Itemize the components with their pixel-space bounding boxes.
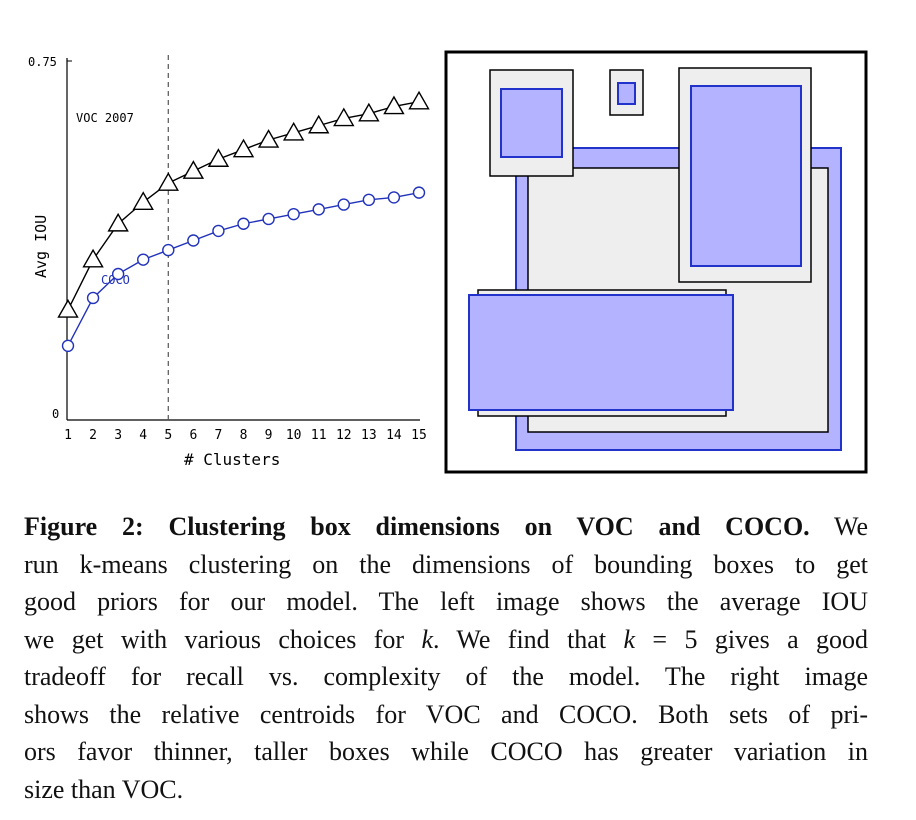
coco-point <box>262 212 275 226</box>
coco-point <box>337 198 350 211</box>
voc-point <box>383 95 405 115</box>
caption-line1-tail: We <box>834 512 869 541</box>
voc-point <box>207 148 230 167</box>
coco-point <box>387 191 401 204</box>
coco-point <box>287 207 300 221</box>
caption-k-1: k <box>421 624 433 654</box>
voc-point <box>57 298 79 318</box>
coco-point <box>187 234 200 247</box>
x-tick-label: 2 <box>89 428 97 443</box>
coco-box-wide <box>468 294 734 411</box>
x-tick-label: 3 <box>114 428 122 443</box>
voc-point <box>358 102 380 122</box>
x-tick-labels: 1 2 3 4 5 6 7 8 9 10 11 12 13 14 15 <box>64 428 427 443</box>
coco-point <box>312 203 325 216</box>
x-tick-label: 7 <box>215 428 223 443</box>
voc-point <box>132 191 154 211</box>
coco-point <box>61 339 75 353</box>
coco-box-small <box>617 82 636 105</box>
coco-point <box>212 224 225 238</box>
caption-line-4: we get with various choices for k. We fi… <box>24 621 868 659</box>
coco-point <box>412 186 426 199</box>
caption-line4-c: = 5 gives a good <box>652 624 869 654</box>
coco-point <box>237 217 250 230</box>
voc-point <box>257 129 280 148</box>
caption-line-6: shows the relative centroids for VOC and… <box>24 699 868 729</box>
voc-point <box>157 172 179 191</box>
caption-line-3: good priors for our model. The left imag… <box>24 587 868 616</box>
voc-point <box>308 114 330 134</box>
caption-k-2: k <box>623 624 635 654</box>
coco-point <box>362 193 376 207</box>
caption-line-8: size than VOC. <box>24 774 184 804</box>
caption-title: Clustering box dimensions on VOC and COC… <box>168 512 810 541</box>
coco-box-top-left <box>500 88 563 158</box>
caption-line4-b: . We find that <box>433 624 607 654</box>
avg-iou-chart: 0.75 0 Avg IOU # Clusters VOC 2007 COCO … <box>28 55 430 469</box>
y-tick-label-top: 0.75 <box>28 55 57 69</box>
x-tick-label: 12 <box>336 428 352 443</box>
voc-point <box>408 90 430 110</box>
figure-caption: Figure 2: Clustering box dimensions on V… <box>24 508 868 808</box>
y-axis-label: Avg IOU <box>32 215 50 278</box>
y-tick-label-bottom: 0 <box>52 407 59 421</box>
x-tick-label: 8 <box>240 428 248 443</box>
x-tick-label: 1 <box>64 428 72 443</box>
caption-line4-a: we get with various choices for <box>24 624 405 654</box>
x-tick-label: 5 <box>164 428 172 443</box>
coco-point <box>137 253 150 266</box>
series-layer <box>57 90 430 353</box>
caption-line-5: tradeoff for recall vs. complexity of th… <box>24 662 868 691</box>
caption-line-2: run k-means clustering on the dimensions… <box>24 549 868 579</box>
coco-point <box>86 291 100 305</box>
voc-series-label: VOC 2007 <box>76 111 134 125</box>
x-tick-label: 13 <box>361 428 377 443</box>
voc-point <box>82 248 104 268</box>
figure-2: 0.75 0 Avg IOU # Clusters VOC 2007 COCO … <box>28 50 868 474</box>
caption-label: Figure 2: <box>24 512 144 541</box>
coco-box-tall-right <box>690 85 802 267</box>
x-axis-label: # Clusters <box>184 450 280 469</box>
x-tick-label: 14 <box>386 428 402 443</box>
x-tick-label: 6 <box>189 428 197 443</box>
x-tick-label: 11 <box>311 428 327 443</box>
x-tick-label: 15 <box>411 428 427 443</box>
caption-line-1: Figure 2: Clustering box dimensions on V… <box>24 508 868 546</box>
x-tick-label: 9 <box>265 428 273 443</box>
x-tick-label: 4 <box>139 428 147 443</box>
voc-point <box>182 160 205 179</box>
voc-point <box>232 138 255 158</box>
x-tick-label: 10 <box>286 428 302 443</box>
voc-point <box>282 121 305 141</box>
voc-point <box>333 107 355 127</box>
centroid-boxes-panel <box>444 50 868 474</box>
voc-point <box>107 212 129 232</box>
coco-point <box>162 243 175 257</box>
coco-point <box>111 267 125 281</box>
caption-line-7: ors favor thinner, taller boxes while CO… <box>24 737 868 766</box>
